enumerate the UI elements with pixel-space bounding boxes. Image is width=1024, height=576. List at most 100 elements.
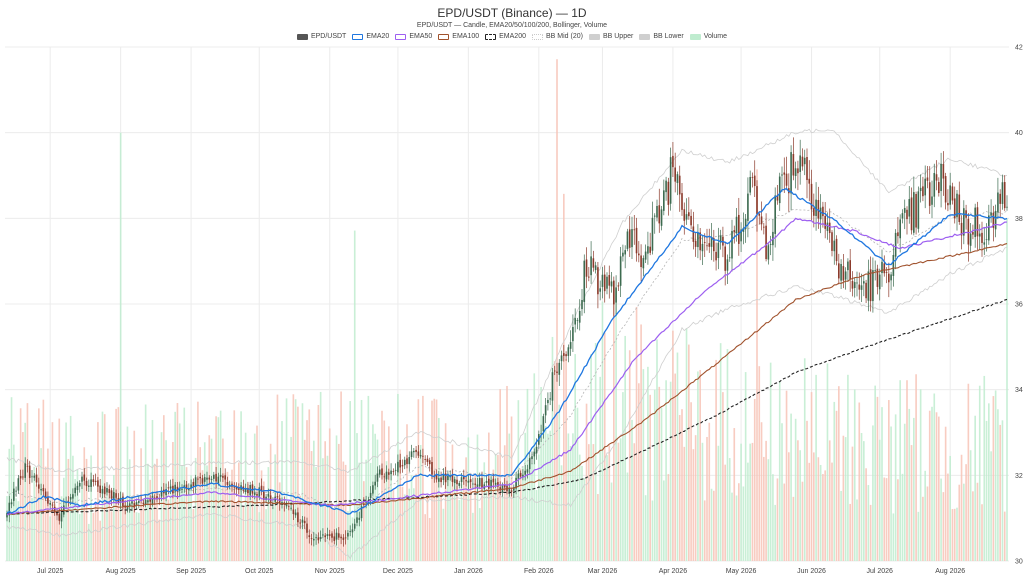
volume-bar [665, 380, 667, 561]
volume-bar [308, 409, 311, 561]
legend-label-bblower: BB Lower [653, 33, 684, 40]
candle-body [178, 488, 181, 491]
volume-bar [410, 475, 413, 561]
candle-body [883, 263, 886, 274]
candle-body [526, 469, 529, 473]
volume-bar [10, 397, 13, 561]
volume-bar [601, 301, 604, 561]
candle-body [644, 251, 647, 260]
candle-body [447, 475, 449, 481]
volume-bar [90, 455, 92, 561]
candle-body [724, 246, 726, 271]
candle-body [592, 258, 595, 268]
volume-bar [903, 423, 906, 561]
volume-bar [26, 403, 29, 561]
candle-body [269, 495, 272, 502]
legend-item-volume[interactable]: Volume [689, 33, 727, 40]
volume-bar [835, 410, 838, 561]
candle-body [13, 488, 15, 501]
candle-body [663, 190, 665, 211]
candle-body [533, 451, 536, 457]
volume-bar [63, 477, 65, 561]
x-tick-label: Nov 2025 [315, 568, 345, 575]
candle-body [97, 480, 99, 487]
volume-bar [469, 480, 472, 561]
volume-bar [142, 498, 145, 561]
candle-body [299, 522, 301, 524]
candle-body [122, 496, 124, 507]
volume-bar [644, 495, 647, 561]
candle-body [542, 416, 545, 432]
volume-bar [676, 352, 679, 561]
candle-body [110, 490, 113, 499]
volume-bar [874, 385, 876, 561]
candle-body [808, 178, 811, 184]
candle-body [840, 263, 842, 281]
volume-bar [869, 504, 872, 561]
volume-bar [853, 389, 856, 561]
legend-item-ema100[interactable]: EMA100 [438, 33, 479, 40]
legend-item-candles[interactable]: EPD/USDT [296, 33, 346, 40]
volume-bar [992, 396, 995, 561]
volume-bar [338, 443, 340, 561]
candle-body [42, 488, 45, 492]
volume-bar [972, 491, 974, 561]
volume-bar [290, 436, 292, 561]
candle-body [388, 472, 390, 475]
candle-body [885, 272, 888, 273]
volume-bar [119, 132, 122, 561]
volume-bar [776, 478, 779, 561]
candle-body [658, 205, 661, 224]
volume-bar [594, 342, 597, 561]
candle-body [876, 268, 879, 287]
volume-bar [376, 439, 379, 561]
candle-body [926, 177, 929, 181]
candle-body [794, 168, 797, 177]
candle-body [565, 354, 567, 357]
legend-item-ema200[interactable]: EMA200 [485, 33, 526, 40]
candle-body [247, 487, 249, 494]
volume-bar [297, 406, 299, 561]
volume-bar [281, 421, 283, 561]
candle-body [406, 458, 408, 465]
candle-body [981, 232, 983, 243]
volume-bar [560, 465, 563, 561]
volume-bar [913, 417, 915, 561]
volume-bar [585, 403, 588, 561]
volume-bar [369, 462, 372, 561]
volume-bar [626, 472, 629, 561]
volume-bar [990, 451, 992, 561]
candle-body [474, 483, 476, 485]
candle-body [151, 495, 154, 505]
legend-item-bblower[interactable]: BB Lower [639, 33, 684, 40]
candle-body [303, 520, 306, 524]
volume-bar [267, 467, 270, 561]
volume-bar [767, 459, 770, 561]
legend-item-ema20[interactable]: EMA20 [352, 33, 389, 40]
volume-bar [278, 482, 281, 561]
candle-body [676, 174, 679, 183]
candle-body [824, 215, 826, 229]
legend-item-bbupper[interactable]: BB Upper [588, 33, 633, 40]
legend-item-ema50[interactable]: EMA50 [395, 33, 432, 40]
candle-body [626, 231, 629, 249]
candle-body [167, 487, 170, 489]
volume-bar [419, 445, 422, 561]
volume-bar [351, 517, 354, 561]
candle-body [208, 477, 211, 480]
volume-bar [994, 390, 997, 561]
legend-label-ema20: EMA20 [366, 33, 390, 40]
volume-bar [188, 491, 190, 561]
candle-body [35, 474, 38, 483]
candle-body [903, 207, 906, 213]
candle-body [985, 239, 988, 241]
candle-body [310, 538, 313, 539]
candle-body [1001, 182, 1004, 204]
volume-bar [522, 466, 524, 561]
volume-bar [833, 401, 836, 561]
candle-body [640, 255, 642, 268]
candle-body [522, 474, 524, 477]
volume-bar [713, 490, 715, 561]
x-tick-label: Jul 2026 [866, 568, 893, 575]
legend-item-bbmid[interactable]: BB Mid (20) [532, 33, 583, 40]
